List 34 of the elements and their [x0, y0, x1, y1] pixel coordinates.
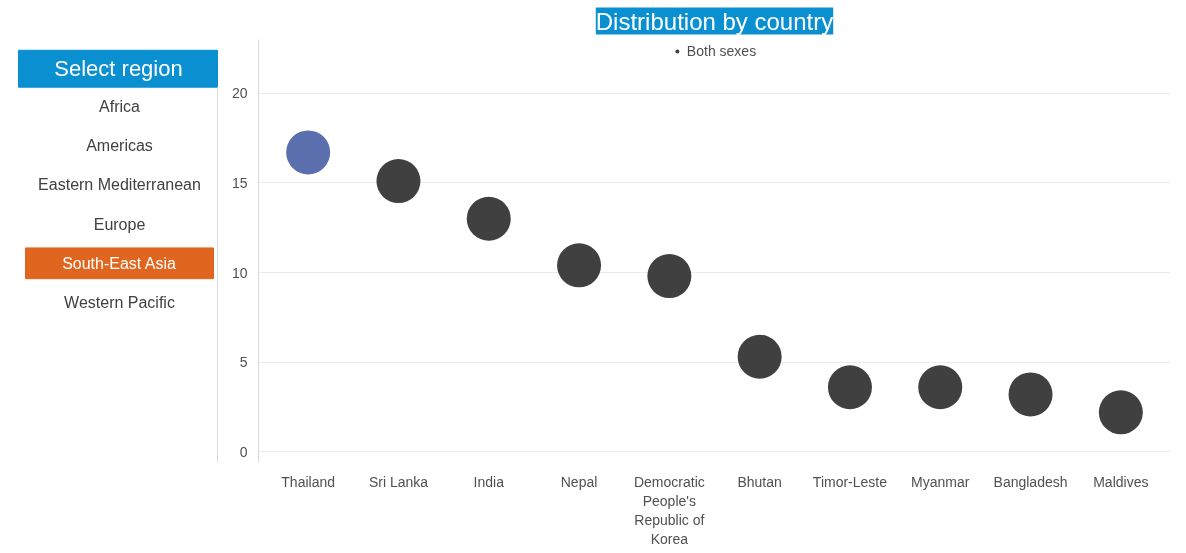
point	[647, 254, 692, 299]
x-tick-label: Timor-Leste	[812, 473, 888, 490]
y-tick-label: 10	[231, 264, 248, 281]
text: Eastern Mediterranean	[38, 176, 201, 194]
x-tick-label: Nepal	[560, 473, 598, 490]
point	[1008, 372, 1053, 417]
x-tick-label: Myanmar	[911, 473, 970, 490]
text: Select region	[54, 56, 183, 82]
chart-title: Distribution by country	[595, 7, 834, 35]
x-tick-label: Democratic People's Republic of Korea	[633, 473, 705, 548]
y-tick-label: 0	[239, 443, 248, 460]
x-tick-label: Maldives	[1093, 473, 1149, 490]
point	[918, 365, 963, 410]
y-tick-label: 15	[231, 174, 248, 191]
point	[557, 243, 602, 288]
point	[466, 196, 511, 241]
x-tick-label: Sri Lanka	[368, 473, 429, 490]
y-tick-label: 20	[231, 85, 248, 102]
text: Both sexes	[686, 43, 757, 59]
text: Western Pacific	[64, 294, 175, 312]
text: Africa	[99, 97, 141, 115]
x-tick-label: Thailand	[281, 473, 336, 490]
y-tick-label: 5	[239, 354, 248, 371]
x-tick-label: India	[473, 473, 505, 490]
point	[827, 365, 872, 410]
x-tick-label: Bangladesh	[993, 473, 1068, 490]
text: Europe	[93, 215, 146, 233]
point	[286, 130, 331, 175]
point	[1098, 390, 1143, 435]
text: South-East Asia	[62, 254, 177, 272]
x-tick-label: Bhutan	[737, 473, 782, 490]
text: Americas	[86, 137, 153, 155]
point	[376, 159, 421, 204]
point	[737, 334, 782, 379]
